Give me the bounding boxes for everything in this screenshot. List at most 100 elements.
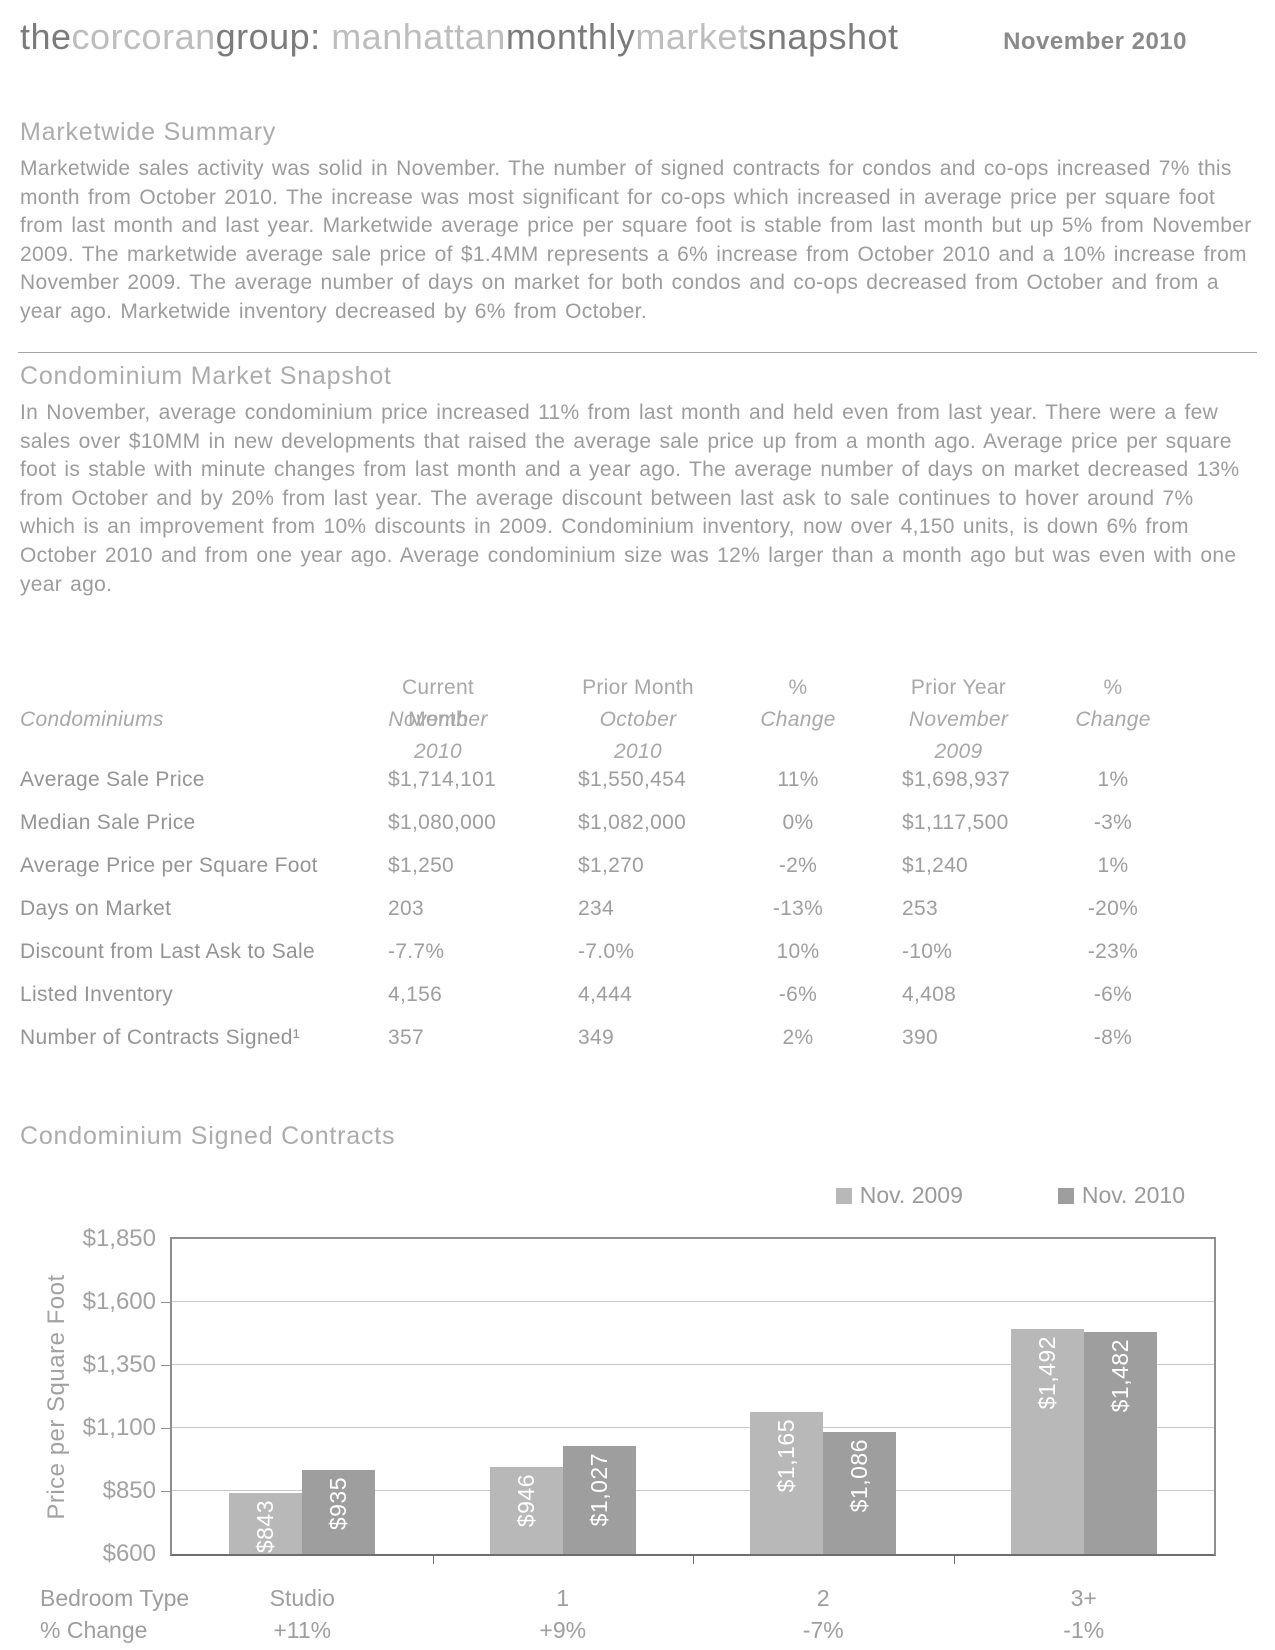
table-cell: -3% [1093,811,1133,834]
legend-swatch [1057,1187,1074,1204]
bar-value-label: $935 [302,1477,375,1530]
chart-section-heading: Condominium Signed Contracts [20,1122,396,1150]
gridline [172,1301,1214,1302]
bar-nov2009: $843 [229,1492,303,1554]
table-row-label: Listed Inventory [20,983,174,1006]
table-cell: 0% [782,811,814,834]
table-cell: 357 [388,1026,424,1049]
table-cell: -8% [1093,1026,1133,1049]
table-header-cell: Prior Year November 2009 [838,672,1023,763]
x-category-label: 3+ [1070,1585,1097,1611]
table-row-label: Average Price per Square Foot [20,854,318,877]
bar-nov2009: $1,492 [1010,1329,1084,1554]
table-header-line2: Condominiums [20,708,164,731]
table-cell: 253 [902,897,938,920]
bar-value-label: $1,492 [1011,1336,1084,1409]
table-header-line2: November 2010 [388,708,488,763]
bar-nov2009: $946 [489,1466,563,1554]
bar-value-text: $935 [325,1476,352,1530]
table-header-line2: Change [1075,708,1151,731]
x-tick-mark [953,1556,955,1564]
marketwide-summary-heading: Marketwide Summary [20,118,277,146]
table-cell: 1% [1097,854,1129,877]
table-cell: 10% [776,940,820,963]
table-cell: 4,156 [388,983,443,1006]
table-header-line2: October 2010 [599,708,677,763]
table-cell: -20% [1087,897,1139,920]
bar-nov2010: $1,086 [823,1431,897,1554]
logo-segment: monthly [505,16,636,57]
y-tick-label: $600 [102,1540,156,1567]
section-divider [18,352,1257,353]
table-cell: $1,698,937 [902,768,1011,791]
table-cell: 203 [388,897,424,920]
table-cell: -6% [1093,983,1133,1006]
table-cell: -7.7% [388,940,445,963]
table-header-line1: % [788,676,808,699]
table-header-line1: Prior Month [582,676,694,699]
table-cell: -2% [778,854,818,877]
logo-segment: snapshot [748,16,899,57]
bar-value-text: $1,165 [773,1418,800,1492]
logo-segment: the [20,16,72,57]
table-cell: 1% [1097,768,1129,791]
bar-value-text: $1,492 [1033,1336,1060,1410]
bar-value-text: $843 [252,1499,279,1553]
table-row-label: Number of Contracts Signed¹ [20,1026,301,1049]
x-tick-mark [432,1556,434,1564]
y-tick-label: $1,850 [82,1225,156,1252]
table-row-label: Average Sale Price [20,768,205,791]
bar-value-text: $1,027 [585,1453,612,1527]
bar-value-text: $1,086 [846,1438,873,1512]
table-header-line2: Change [760,708,836,731]
x-category-label: Studio [269,1585,335,1611]
bar-nov2010: $935 [302,1469,376,1554]
corcoran-logo: thecorcorangroup: manhattanmonthlymarket… [20,16,899,58]
legend-swatch [835,1187,852,1204]
table-cell: $1,714,101 [388,768,497,791]
y-tick-label: $1,600 [82,1288,156,1315]
legend-item: Nov. 2009 [835,1182,963,1209]
table-header-cell: Current Month November 2010 [388,672,578,763]
y-tick-label: $850 [102,1477,156,1504]
table-cell: 4,408 [902,983,957,1006]
y-tick-mark [161,1302,170,1303]
condo-snapshot-body: In November, average condominium price i… [20,401,1240,596]
x-pct-change-label: -7% [802,1617,844,1643]
logo-segment: market [635,16,749,57]
table-cell: 390 [902,1026,938,1049]
logo-segment: group: [215,16,332,57]
report-date: November 2010 [1003,28,1187,55]
table-row-label: Discount from Last Ask to Sale [20,940,315,963]
bar-value-text: $946 [512,1473,539,1527]
table-header-cell: Prior Month October 2010 [578,672,758,763]
table-cell: $1,117,500 [902,811,1009,834]
gridline [172,1364,1214,1365]
table-header-cell: % Change [1023,672,1203,758]
logo-segment: manhattan [331,16,506,57]
table-header-line1: Current Month [401,676,475,731]
x-category-label: 2 [816,1585,830,1611]
x-category-label: 1 [556,1585,570,1611]
bar-value-label: $1,482 [1084,1339,1157,1412]
chart-legend: Nov. 2009 Nov. 2010 [835,1182,1185,1209]
x-pct-change-label: +9% [539,1617,587,1643]
signed-contracts-bar-chart: Price per Square Foot $843 $935 $946 $1,027… [0,1225,1275,1650]
table-cell: -23% [1087,940,1139,963]
table-cell: -13% [772,897,824,920]
bar-nov2009: $1,165 [750,1411,824,1554]
bar-value-label: $843 [229,1500,302,1553]
table-cell: 4,444 [578,983,633,1006]
table-cell: -7.0% [578,940,635,963]
gridline [172,1427,1214,1428]
y-tick-mark [161,1428,170,1429]
y-tick-mark [161,1365,170,1366]
y-tick-label: $1,350 [82,1351,156,1378]
legend-label: Nov. 2010 [1081,1182,1185,1208]
table-cell: -6% [778,983,818,1006]
condo-stats-table: Condominiums Current Month November 2010 Pr… [20,672,1203,1059]
bar-nov2010: $1,482 [1083,1331,1157,1554]
chart-plot-area: $843 $935 $946 $1,027 $1,165 $1,086 $1,492 $1,4… [170,1237,1216,1556]
table-header-line1: Prior Year [910,676,1007,699]
